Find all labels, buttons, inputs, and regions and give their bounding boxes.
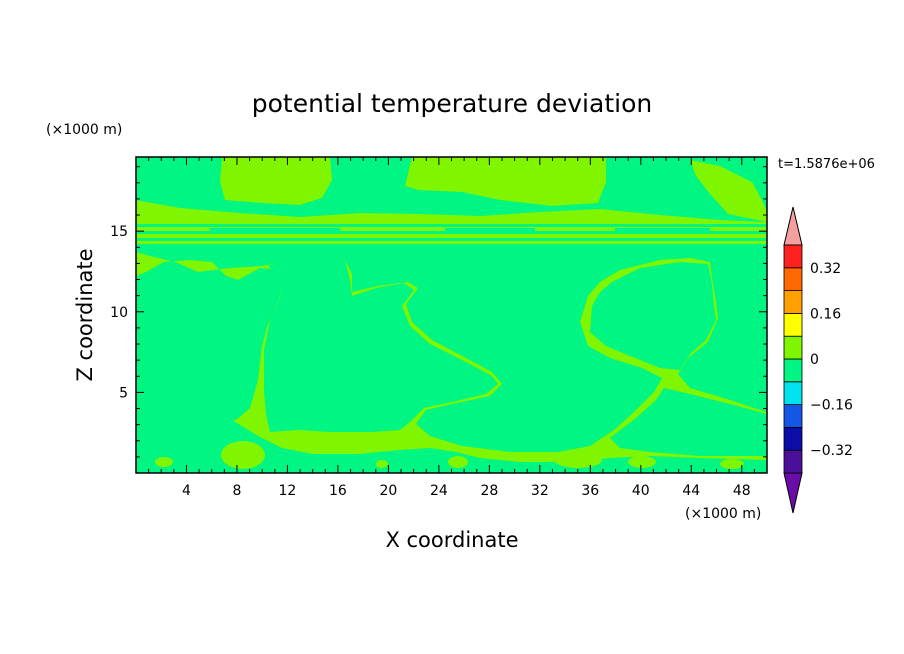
field-stripe xyxy=(615,228,710,231)
chart-title: potential temperature deviation xyxy=(252,89,652,118)
x-unit-label: (×1000 m) xyxy=(685,506,761,522)
y-tick-labels: 5 10 15 xyxy=(110,224,128,401)
field-stripe xyxy=(445,228,535,231)
colorbar-tick-label: −0.32 xyxy=(810,443,853,459)
colorbar-swatch xyxy=(783,267,803,291)
x-axis-label: X coordinate xyxy=(385,528,518,552)
field-region xyxy=(264,258,498,432)
field-spot xyxy=(554,452,602,468)
colorbar-swatch xyxy=(783,381,803,405)
time-label: t=1.5876e+06 xyxy=(778,157,875,172)
colorbar-swatch xyxy=(783,312,803,337)
colorbar-tick-label: 0.16 xyxy=(810,306,841,322)
field-region xyxy=(610,388,767,456)
y-tick-label: 15 xyxy=(110,224,128,240)
x-tick-label: 44 xyxy=(682,483,700,499)
contour-field xyxy=(136,157,767,473)
field-stripe xyxy=(210,228,340,231)
field-region xyxy=(405,157,606,206)
x-tick-label: 28 xyxy=(480,483,498,499)
colorbar-swatch xyxy=(783,244,803,269)
x-tick-label: 20 xyxy=(379,483,397,499)
colorbar-swatch xyxy=(783,290,803,314)
colorbar-tick-label: 0 xyxy=(810,352,819,368)
field-spot xyxy=(628,456,656,468)
field-region xyxy=(136,200,767,224)
x-tick-label: 36 xyxy=(581,483,599,499)
field-spot xyxy=(376,460,388,468)
x-tick-label: 16 xyxy=(329,483,347,499)
x-tick-label: 4 xyxy=(182,483,191,499)
field-region xyxy=(220,157,332,205)
colorbar-swatch xyxy=(783,358,803,383)
x-tick-label: 48 xyxy=(733,483,751,499)
y-tick-label: 10 xyxy=(110,305,128,321)
z-unit-label: (×1000 m) xyxy=(46,122,122,138)
axis-ticks xyxy=(136,157,767,473)
field-spot xyxy=(448,456,468,468)
x-tick-label: 40 xyxy=(632,483,650,499)
x-tick-label: 12 xyxy=(279,483,297,499)
colorbar-swatch xyxy=(783,404,803,428)
field-stripe xyxy=(136,234,767,238)
colorbar-over-arrow xyxy=(783,206,803,246)
x-tick-labels: 4 8 12 16 20 24 28 32 36 40 44 48 xyxy=(182,483,751,499)
field-spot xyxy=(155,457,173,467)
field-region xyxy=(590,262,716,370)
y-tick-label: 5 xyxy=(119,385,128,401)
colorbar-tick-label: −0.16 xyxy=(810,398,853,414)
x-tick-label: 32 xyxy=(531,483,549,499)
colorbar-swatch xyxy=(783,335,803,360)
field-region xyxy=(136,408,767,473)
field-spot xyxy=(720,459,744,469)
field-stripe xyxy=(136,241,767,244)
field-region xyxy=(690,160,767,222)
y-axis-label: Z coordinate xyxy=(73,248,97,381)
colorbar-swatch xyxy=(783,449,803,474)
colorbar: 0.32 0.16 0 −0.16 −0.32 xyxy=(783,206,853,514)
x-tick-label: 8 xyxy=(232,483,241,499)
colorbar-under-arrow xyxy=(783,472,803,514)
field-spot xyxy=(221,441,265,469)
colorbar-swatch xyxy=(783,426,803,451)
x-tick-label: 24 xyxy=(430,483,448,499)
colorbar-tick-label: 0.32 xyxy=(810,261,841,277)
